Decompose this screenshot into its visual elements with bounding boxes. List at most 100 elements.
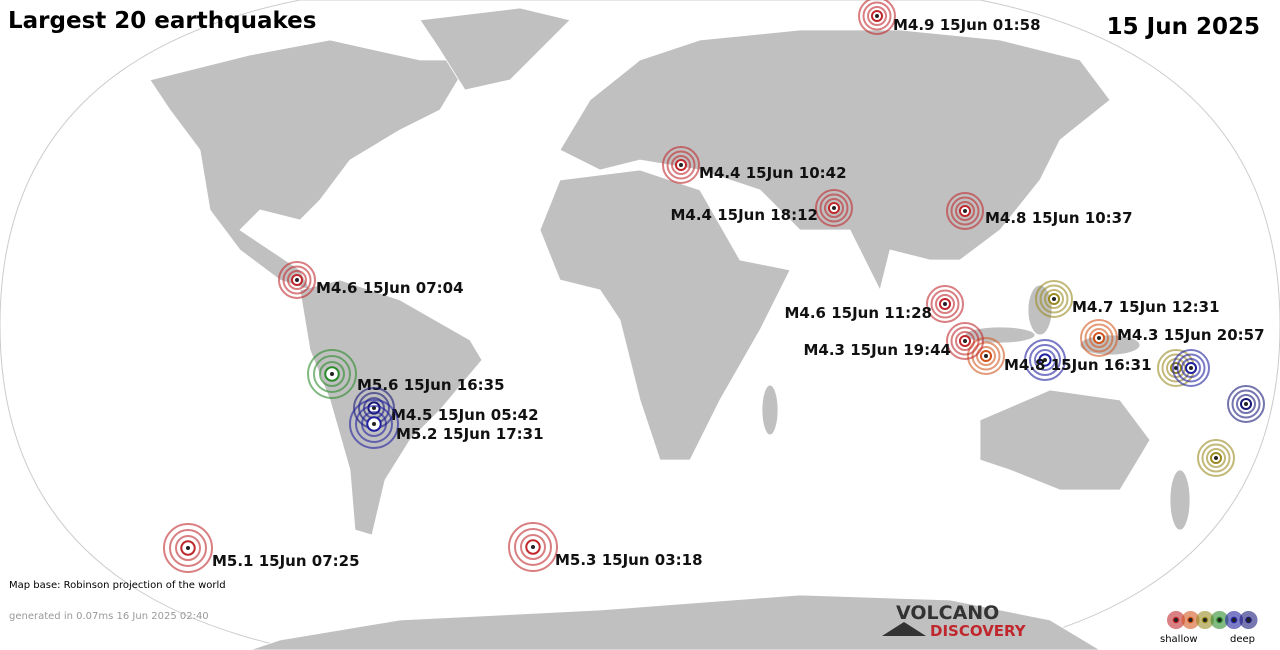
ring — [1201, 443, 1231, 473]
quake-marker — [1080, 319, 1118, 357]
ring — [950, 326, 980, 356]
ring — [815, 189, 853, 227]
logo-icon — [882, 622, 926, 636]
quake-label: M5.6 15Jun 16:35 — [357, 376, 505, 394]
ring — [971, 341, 1001, 371]
ring — [976, 346, 996, 366]
quake-label: M4.8 15Jun 10:37 — [985, 209, 1133, 227]
ring — [1214, 615, 1225, 625]
epicenter — [330, 372, 334, 376]
ring — [867, 6, 887, 26]
quake-label: M4.5 15Jun 05:42 — [391, 406, 539, 424]
ring — [1197, 439, 1235, 477]
ring — [1239, 611, 1258, 629]
ring — [1171, 615, 1181, 625]
epicenter — [875, 14, 879, 18]
epicenter — [963, 339, 967, 343]
ring — [950, 196, 980, 226]
ring — [666, 150, 696, 180]
epicenter — [943, 302, 947, 306]
quake-marker — [508, 522, 558, 572]
ring — [1206, 448, 1226, 468]
quake-marker — [1197, 439, 1235, 477]
epicenter — [295, 278, 299, 282]
ring — [1080, 319, 1118, 357]
legend-shallow: shallow — [1160, 634, 1198, 645]
epicenter — [531, 545, 535, 549]
ring — [1176, 353, 1206, 383]
epicenter — [832, 206, 836, 210]
epicenter — [1246, 618, 1251, 622]
ring — [967, 337, 1005, 375]
ring — [355, 405, 393, 443]
ring — [819, 193, 849, 223]
ring — [1024, 339, 1066, 381]
title: Largest 20 earthquakes — [8, 8, 316, 34]
legend — [1167, 611, 1258, 629]
ring — [955, 201, 975, 221]
logo-line1: VOLCANO — [896, 602, 999, 624]
ring — [1227, 385, 1265, 423]
quake-marker — [662, 146, 700, 184]
ring — [514, 528, 552, 566]
ring — [946, 322, 984, 360]
epicenter — [1174, 618, 1178, 622]
ring — [163, 523, 213, 573]
epicenter — [372, 422, 376, 426]
ring — [1236, 394, 1256, 414]
ring — [1243, 615, 1254, 625]
ring — [930, 289, 960, 319]
ring — [1029, 344, 1061, 376]
ring — [1229, 615, 1239, 625]
date: 15 Jun 2025 — [1107, 14, 1260, 40]
quake-label: M4.6 15Jun 11:28 — [784, 304, 932, 322]
ring — [282, 265, 312, 295]
ring — [1084, 323, 1114, 353]
quake-marker — [926, 285, 964, 323]
ring — [946, 192, 984, 230]
ring — [926, 285, 964, 323]
legend-deep: deep — [1230, 634, 1255, 645]
land — [149, 7, 1191, 650]
quake-marker — [815, 189, 853, 227]
ring — [1185, 615, 1196, 625]
epicenter — [1203, 618, 1207, 622]
quake-label: M4.3 15Jun 20:57 — [1117, 326, 1265, 344]
quake-label: M4.3 15Jun 19:44 — [803, 341, 951, 359]
epicenter — [1043, 358, 1047, 362]
epicenter — [1244, 402, 1248, 406]
quake-label: M4.8 15Jun 16:31 — [1004, 356, 1152, 374]
quake-marker — [1227, 385, 1265, 423]
quakes: M4.9 15Jun 01:58 M4.4 15Jun 10:42 M4.4 15J… — [163, 0, 1265, 573]
ring — [319, 361, 345, 387]
ring — [1039, 284, 1069, 314]
quake-marker — [967, 337, 1005, 375]
ring — [287, 270, 307, 290]
quake-marker — [858, 0, 896, 35]
epicenter — [1217, 618, 1222, 622]
ring — [361, 411, 387, 437]
quake-marker — [278, 261, 316, 299]
quake-marker — [163, 523, 213, 573]
quake-label: M4.6 15Jun 07:04 — [316, 279, 464, 297]
epicenter — [1189, 366, 1193, 370]
ring — [935, 294, 955, 314]
epicenter — [984, 354, 988, 358]
quake-label: M4.7 15Jun 12:31 — [1072, 298, 1220, 316]
ring — [1034, 349, 1056, 371]
ring — [508, 522, 558, 572]
quake-marker — [349, 399, 399, 449]
ring — [824, 198, 844, 218]
ring — [662, 146, 700, 184]
epicenter — [679, 163, 683, 167]
epicenter — [1232, 618, 1236, 622]
quake-label: M5.2 15Jun 17:31 — [396, 425, 544, 443]
quake-marker — [946, 322, 984, 360]
ring — [1231, 389, 1261, 419]
ring — [349, 399, 399, 449]
quake-label: M4.4 15Jun 18:12 — [670, 206, 818, 224]
ring — [1181, 358, 1201, 378]
ring — [1044, 289, 1064, 309]
generated-note: generated in 0.07ms 16 Jun 2025 02:40 — [9, 611, 209, 622]
